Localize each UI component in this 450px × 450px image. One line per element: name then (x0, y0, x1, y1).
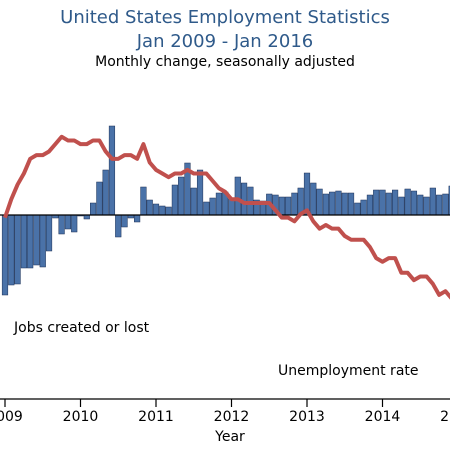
x-tick-label: 2011 (138, 409, 174, 425)
jobs-bar (241, 182, 248, 216)
x-tick-label: 2010 (63, 409, 99, 425)
jobs-bar (39, 214, 46, 268)
unemployment-annotation: Unemployment rate (278, 363, 419, 379)
jobs-bar (385, 192, 392, 216)
jobs-bar (285, 196, 292, 216)
jobs-bar (360, 199, 367, 216)
jobs-bar (215, 192, 222, 216)
jobs-bar (178, 176, 185, 216)
jobs-bar (442, 193, 449, 216)
jobs-bar (347, 192, 355, 216)
jobs-bar (373, 189, 380, 216)
x-tick-label: 2015 (440, 409, 450, 425)
jobs-bar (448, 185, 450, 216)
jobs-bar (417, 194, 424, 216)
jobs-bar (203, 201, 210, 216)
chart-title-dates: Jan 2009 - Jan 2016 (136, 31, 314, 52)
jobs-bar (379, 189, 386, 216)
jobs-bar (108, 125, 116, 216)
jobs-bar (423, 196, 430, 216)
x-tick-label: 2009 (0, 409, 23, 425)
jobs-bar (316, 188, 323, 216)
jobs-bar (165, 206, 172, 216)
jobs-bar (14, 214, 21, 285)
chart-subtitle: Monthly change, seasonally adjusted (95, 54, 355, 70)
jobs-annotation: Jobs created or lost (13, 320, 150, 336)
unemployment-line (3, 134, 450, 300)
jobs-bar (436, 194, 443, 216)
jobs-bar (322, 193, 329, 216)
jobs-bar (71, 214, 78, 233)
jobs-bar (329, 191, 336, 216)
x-tick-label: 2012 (214, 409, 250, 425)
jobs-bar (196, 169, 204, 216)
jobs-bar (152, 203, 160, 216)
jobs-bar (83, 214, 90, 220)
jobs-bar (140, 186, 147, 216)
x-axis-label: Year (214, 429, 245, 445)
jobs-bar (209, 197, 216, 216)
jobs-bar (234, 176, 241, 216)
chart-title: United States Employment Statistics (60, 7, 390, 28)
jobs-bar (33, 214, 40, 266)
jobs-bar (190, 187, 197, 216)
jobs-bar (1, 214, 9, 296)
jobs-bar (8, 214, 15, 286)
x-tick-label: 2014 (365, 409, 401, 425)
jobs-bar (341, 192, 348, 216)
jobs-bar (90, 202, 97, 216)
x-ticks: 2009 2010 2011 2012 2013 2014 2015 (0, 399, 450, 425)
jobs-bar (354, 202, 361, 216)
jobs-bar (410, 190, 418, 216)
jobs-bar (310, 182, 317, 216)
jobs-bar (404, 188, 411, 216)
jobs-bar (134, 214, 141, 223)
jobs-bar (392, 189, 399, 216)
jobs-bar (102, 169, 109, 216)
jobs-bar (291, 192, 298, 216)
jobs-bars (1, 125, 450, 296)
jobs-bar (366, 194, 373, 216)
jobs-bar (159, 205, 166, 216)
jobs-bar (429, 187, 436, 216)
jobs-bar (121, 214, 128, 228)
x-tick-label: 2013 (289, 409, 325, 425)
jobs-bar (64, 214, 71, 230)
jobs-bar (20, 214, 27, 269)
jobs-bar (96, 181, 103, 216)
jobs-bar (146, 199, 153, 216)
jobs-bar (398, 196, 405, 216)
jobs-bar (27, 214, 34, 269)
jobs-bar (58, 214, 65, 235)
jobs-bar (115, 214, 122, 238)
jobs-bar (335, 190, 342, 216)
jobs-bar (228, 198, 235, 216)
jobs-bar (45, 214, 53, 252)
jobs-bar (171, 184, 178, 216)
